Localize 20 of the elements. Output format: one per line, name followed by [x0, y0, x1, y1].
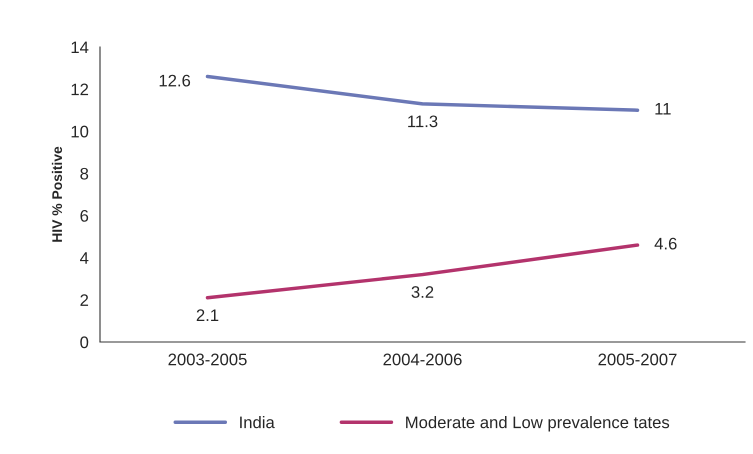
- x-tick-label: 2004-2006: [383, 354, 462, 366]
- legend-label: India: [240, 416, 275, 428]
- y-tick-label: 8: [80, 168, 88, 180]
- data-label: 11.3: [408, 115, 438, 128]
- data-label: 3.2: [412, 286, 434, 298]
- x-tick-label: 2003-2005: [168, 354, 247, 366]
- data-label: 2.1: [196, 309, 218, 321]
- data-label: 4.6: [654, 238, 677, 250]
- legend-label: Moderate and Low prevalence tates: [406, 416, 670, 432]
- y-tick-label: 2: [80, 294, 88, 306]
- y-tick-label: 10: [72, 126, 88, 138]
- y-tick-label: 12: [72, 84, 88, 96]
- data-label: 12.6: [160, 74, 190, 87]
- y-tick-label: 0: [80, 336, 88, 348]
- x-tick-label: 2005-2007: [598, 354, 677, 366]
- y-tick-label: 14: [72, 42, 88, 54]
- y-axis-title: HIV % Positive: [52, 146, 62, 242]
- y-tick-label: 4: [80, 252, 88, 264]
- y-tick-label: 6: [80, 210, 88, 222]
- data-label: 11: [655, 103, 671, 115]
